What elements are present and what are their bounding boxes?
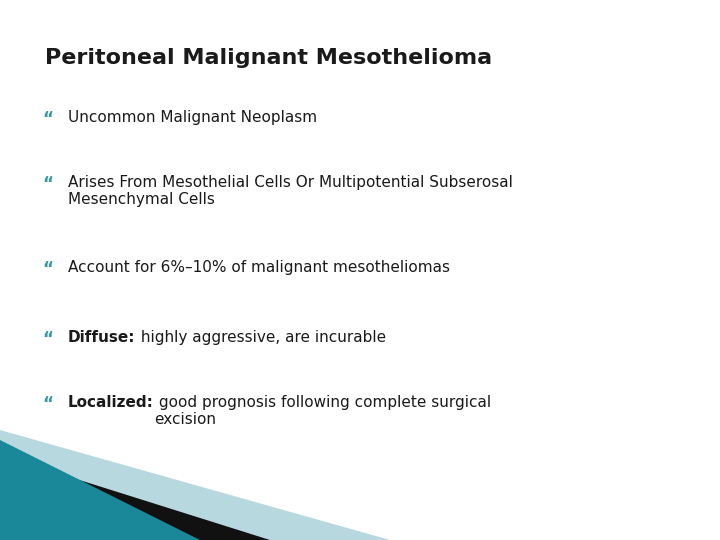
- Text: “: “: [42, 330, 53, 348]
- Text: “: “: [42, 260, 53, 278]
- Text: good prognosis following complete surgical
excision: good prognosis following complete surgic…: [154, 395, 491, 427]
- Text: Arises From Mesothelial Cells Or Multipotential Subserosal
Mesenchymal Cells: Arises From Mesothelial Cells Or Multipo…: [68, 175, 513, 207]
- Text: Localized:: Localized:: [68, 395, 154, 410]
- Text: “: “: [42, 175, 53, 193]
- Polygon shape: [0, 455, 270, 540]
- Text: Uncommon Malignant Neoplasm: Uncommon Malignant Neoplasm: [68, 110, 317, 125]
- Text: Diffuse:: Diffuse:: [68, 330, 135, 345]
- Text: “: “: [42, 110, 53, 128]
- Text: “: “: [42, 395, 53, 413]
- Text: Account for 6%–10% of malignant mesotheliomas: Account for 6%–10% of malignant mesothel…: [68, 260, 450, 275]
- Polygon shape: [0, 430, 390, 540]
- Polygon shape: [0, 440, 200, 540]
- Text: Peritoneal Malignant Mesothelioma: Peritoneal Malignant Mesothelioma: [45, 48, 492, 68]
- Text: highly aggressive, are incurable: highly aggressive, are incurable: [135, 330, 386, 345]
